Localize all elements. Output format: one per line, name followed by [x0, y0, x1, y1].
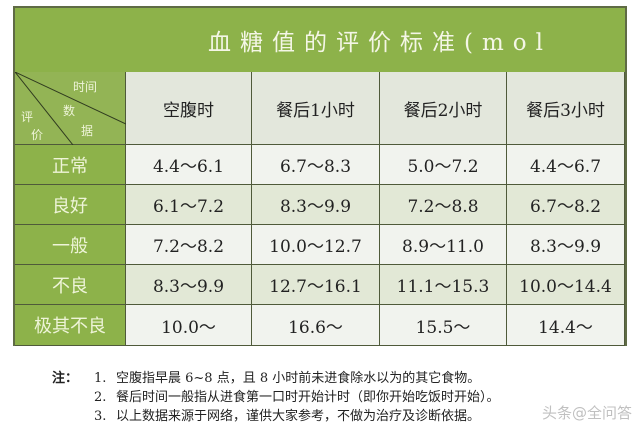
corner-header: 时间 数 据 评 价: [15, 72, 126, 145]
corner-time: 时间: [73, 80, 98, 94]
note-text: 以上数据来源于网络，谨供大家参考，不做为治疗及诊断依据。: [116, 409, 481, 424]
table-cell: 6.7～8.3: [252, 145, 380, 185]
table-cell: 10.0～14.4: [507, 265, 625, 305]
table-cell: 5.0～7.2: [380, 145, 507, 185]
row-label: 良好: [15, 185, 126, 225]
table-cell: 8.3～9.9: [507, 225, 625, 265]
column-header: 餐后1小时: [252, 72, 380, 145]
diagonal-lines: [15, 72, 126, 145]
row-label: 不良: [15, 265, 126, 305]
note-number: 1.: [94, 371, 107, 386]
table-cell: 7.2～8.2: [126, 225, 252, 265]
table-cell: 6.7～8.2: [507, 185, 625, 225]
table-cell: 7.2～8.8: [380, 185, 507, 225]
row-label: 一般: [15, 225, 126, 265]
watermark: 头条@全问答: [541, 404, 632, 422]
table-cell: 8.3～9.9: [126, 265, 252, 305]
note-number: 3.: [94, 409, 107, 424]
table-cell: 4.4～6.1: [126, 145, 252, 185]
table-cell: 4.4～6.7: [507, 145, 625, 185]
corner-data-1: 数: [63, 104, 76, 118]
table-cell: 10.0～: [126, 305, 252, 346]
corner-eval-2: 价: [31, 128, 44, 142]
column-header: 餐后2小时: [380, 72, 507, 145]
notes: 注： 1. 空腹指早晨 6~8 点，且 8 小时前未进食除水以为的其它食物。 2. 餐…: [52, 369, 500, 426]
table-title: 血糖值的评价标准(mol: [15, 8, 625, 72]
table-cell: 14.4～: [507, 305, 625, 346]
note-text: 空腹指早晨 6~8 点，且 8 小时前未进食除水以为的其它食物。: [116, 371, 481, 386]
table-cell: 8.3～9.9: [252, 185, 380, 225]
corner-data-2: 据: [81, 124, 94, 138]
blood-sugar-table: 血糖值的评价标准(mol 时间 数 据 评 价 空腹时 餐后1小时 餐后2小时 餐后3…: [13, 6, 627, 346]
note-text: 餐后时间一般指从进食第一口时开始计时（即你开始吃饭时开始）。: [116, 390, 500, 405]
notes-heading: 注：: [52, 371, 79, 386]
table-cell: 16.6～: [252, 305, 380, 346]
table-cell: 12.7～16.1: [252, 265, 380, 305]
table-cell: 11.1～15.3: [380, 265, 507, 305]
row-label: 极其不良: [15, 305, 126, 346]
note-number: 2.: [94, 390, 107, 405]
table-cell: 10.0～12.7: [252, 225, 380, 265]
row-label: 正常: [15, 145, 126, 185]
table-cell: 8.9～11.0: [380, 225, 507, 265]
corner-eval-1: 评: [21, 110, 34, 124]
table-cell: 15.5～: [380, 305, 507, 346]
table-cell: 6.1～7.2: [126, 185, 252, 225]
column-header: 空腹时: [126, 72, 252, 145]
column-header: 餐后3小时: [507, 72, 625, 145]
